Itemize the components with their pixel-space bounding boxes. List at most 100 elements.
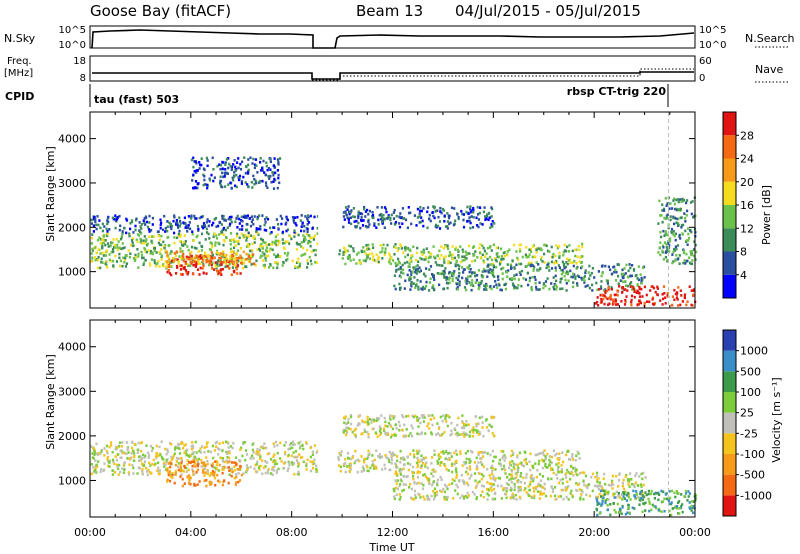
power-cell — [640, 287, 643, 291]
power-cell — [164, 260, 167, 264]
power-cell — [122, 256, 125, 260]
power-cell — [125, 219, 129, 222]
power-cell — [383, 217, 386, 221]
velocity-cell — [443, 495, 446, 499]
velocity-cell — [200, 458, 203, 462]
power-cell — [159, 252, 162, 255]
power-cell — [662, 285, 666, 288]
power-cell — [254, 158, 257, 161]
power-cell — [238, 256, 241, 260]
power-cell — [414, 265, 417, 269]
power-cell — [682, 261, 685, 265]
power-cell — [231, 254, 234, 258]
velocity-cell — [196, 483, 199, 486]
power-cell — [229, 232, 233, 235]
velocity-cell — [601, 486, 604, 490]
power-cell — [200, 215, 203, 219]
power-cell — [113, 243, 117, 247]
velocity-cell — [614, 511, 617, 514]
power-cell — [244, 165, 248, 168]
power-cell — [616, 303, 619, 306]
power-cell — [624, 272, 627, 275]
power-cell — [426, 226, 429, 230]
power-cell — [137, 252, 140, 256]
power-cell — [229, 260, 232, 264]
power-cell — [104, 239, 107, 242]
power-cell — [672, 199, 675, 202]
power-cell — [285, 215, 288, 219]
velocity-cell — [273, 465, 276, 468]
power-cell — [242, 175, 245, 179]
velocity-cell — [627, 506, 630, 509]
velocity-cell — [384, 454, 387, 457]
velocity-cell — [409, 452, 412, 456]
velocity-cell — [166, 467, 169, 470]
power-cell — [454, 248, 457, 251]
power-cell — [483, 249, 486, 253]
velocity-cell — [441, 419, 444, 423]
power-cell — [158, 265, 161, 268]
power-cell — [106, 234, 109, 238]
velocity-cell — [225, 459, 228, 463]
power-cell — [584, 285, 587, 288]
velocity-cell — [544, 494, 548, 498]
velocity-cell — [296, 455, 299, 459]
power-cell — [144, 258, 147, 262]
velocity-cell — [448, 415, 451, 419]
power-cell — [111, 241, 114, 245]
power-cell — [297, 257, 300, 260]
power-cell — [198, 241, 201, 245]
velocity-cell — [677, 501, 680, 504]
power-cell — [613, 293, 616, 297]
nave-trace — [312, 68, 694, 81]
power-cell — [468, 270, 471, 274]
power-cell — [578, 275, 581, 279]
power-cell — [465, 282, 468, 285]
velocity-cell — [668, 490, 671, 493]
velocity-cell — [367, 449, 370, 453]
velocity-cell — [115, 448, 118, 451]
power-cell — [238, 228, 241, 231]
velocity-cell — [414, 414, 417, 418]
velocity-cell — [255, 452, 258, 455]
power-cell — [618, 285, 621, 288]
power-cell — [210, 173, 213, 177]
velocity-cell — [315, 467, 318, 471]
velocity-cell — [433, 449, 436, 453]
power-cell — [599, 293, 602, 297]
power-cell — [245, 216, 248, 219]
velocity-cell — [159, 453, 162, 457]
power-cell — [519, 247, 522, 251]
power-cell — [295, 248, 298, 251]
power-cell — [224, 161, 227, 164]
power-cell — [195, 235, 198, 239]
power-cell — [281, 264, 284, 267]
velocity-cell — [165, 460, 168, 464]
power-cell — [603, 302, 606, 306]
power-cell — [191, 179, 194, 182]
power-cell — [187, 215, 190, 218]
velocity-cell — [511, 496, 514, 499]
power-cell — [254, 179, 257, 183]
nave-tick-bottom: 0 — [699, 73, 705, 84]
power-cell — [307, 241, 310, 244]
power-cell — [95, 251, 98, 255]
power-cell — [524, 253, 527, 257]
power-cell — [266, 217, 270, 221]
power-cell — [424, 258, 427, 261]
velocity-data-layer — [90, 320, 697, 517]
power-cell — [425, 284, 428, 288]
power-cell — [227, 183, 230, 186]
power-cell — [393, 284, 396, 288]
power-cell — [562, 253, 565, 257]
velocity-cell — [475, 464, 479, 468]
power-cell — [506, 263, 509, 266]
power-cell — [499, 288, 502, 292]
velocity-cell — [389, 423, 392, 427]
power-cell — [466, 205, 469, 209]
velocity-cell — [505, 482, 508, 485]
power-cell — [668, 250, 671, 253]
velocity-cell — [168, 479, 172, 483]
velocity-cell — [203, 446, 206, 449]
power-cell — [177, 260, 180, 263]
